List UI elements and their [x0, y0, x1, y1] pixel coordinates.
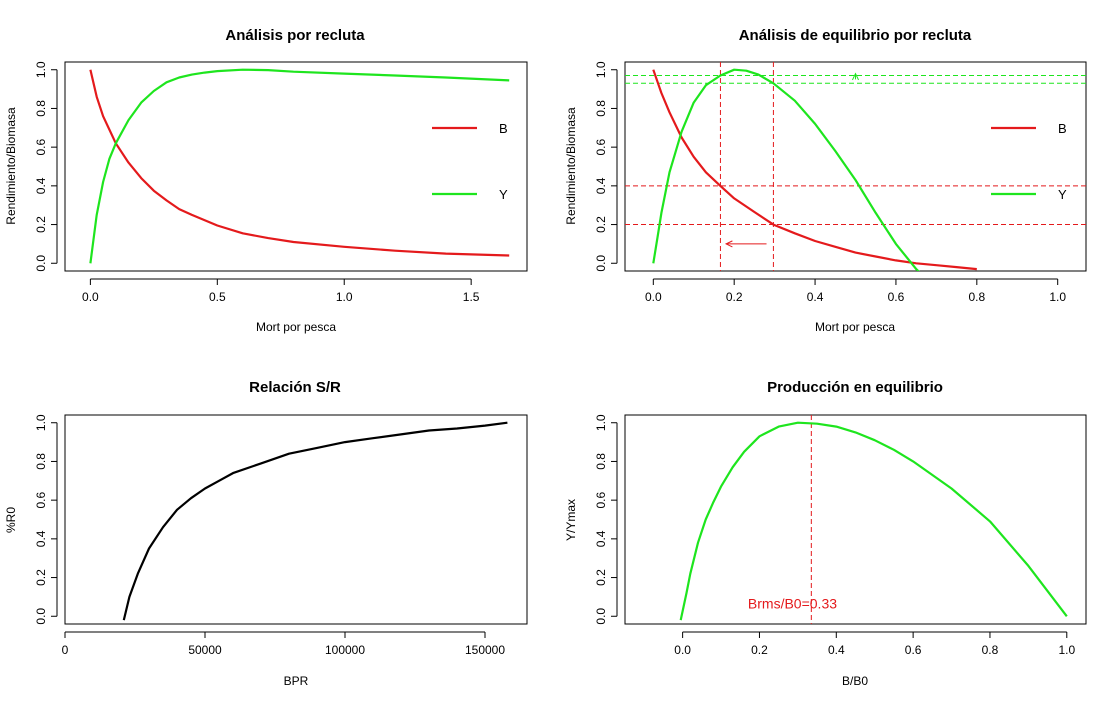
panel-0-series-line-y — [89, 68, 510, 264]
panel-1-x-tick-label: 0.6 — [888, 290, 905, 304]
panel-2-y-tick-label: 0.2 — [34, 569, 48, 586]
panel-3: Producción en equilibrio 0.0 0.2 0.4 0.6 0.8… — [564, 379, 1087, 688]
panel-1-x-tick-label: 0.8 — [968, 290, 985, 304]
panel-3-x-tick-label: 0.4 — [828, 643, 845, 657]
panel-0-y-tick-label: 1.0 — [34, 61, 48, 78]
panel-2-series — [122, 421, 508, 621]
panel-0-x-tick-label: 0.5 — [209, 290, 226, 304]
panel-1-series — [652, 68, 977, 271]
panel-0-x-tick-label: 1.5 — [463, 290, 480, 304]
panel-1-series-line-y — [652, 68, 920, 271]
panel-1-plot-frame — [624, 61, 1087, 272]
panel-1-ylabel: Rendimiento/Biomasa — [564, 107, 578, 225]
panel-0-legend: BY — [432, 121, 508, 202]
panel-0-ylabel: Rendimiento/Biomasa — [4, 107, 18, 225]
panel-1-series-line-b — [652, 69, 977, 271]
panel-3-series — [679, 421, 1068, 621]
panel-1-x-tick-label: 0.0 — [645, 290, 662, 304]
panel-0-y-tick-label: 0.4 — [34, 177, 48, 194]
panel-1-x-tick-label: 0.2 — [726, 290, 743, 304]
panel-1-title: Análisis de equilibrio por recluta — [739, 27, 972, 44]
panel-0-title: Análisis por recluta — [225, 27, 365, 44]
panel-3-series-line-0 — [679, 421, 1068, 621]
panel-2: Relación S/R 0 50000 100000 150000 0.0 0.2 0.4… — [4, 379, 528, 688]
panel-1-x-tick-label: 1.0 — [1049, 290, 1066, 304]
panel-0-legend-label-b: B — [499, 121, 508, 136]
panel-1-legend: BY — [991, 121, 1067, 202]
panel-2-x-tick-label: 150000 — [465, 643, 505, 657]
panel-0-legend-label-y: Y — [499, 187, 508, 202]
panel-1-x-tick-label: 0.4 — [807, 290, 824, 304]
panel-2-title: Relación S/R — [249, 379, 341, 396]
panel-1-y-tick-label: 0.8 — [594, 100, 608, 117]
panel-1-y-tick-label: 0.0 — [594, 255, 608, 272]
panel-0-x-tick-label: 0.0 — [82, 290, 99, 304]
panel-2-ylabel: %R0 — [4, 507, 18, 533]
panel-1-arrow-head — [852, 72, 859, 81]
panel-3-x-tick-label: 0.6 — [905, 643, 922, 657]
panel-3-y-tick-label: 0.8 — [594, 453, 608, 470]
panel-2-x-tick-label: 100000 — [325, 643, 365, 657]
panel-2-ticks: 0 50000 100000 150000 0.0 0.2 0.4 0.6 0.8 1.0 — [34, 414, 505, 657]
panel-3-x-tick-label: 0.0 — [674, 643, 691, 657]
panel-2-series-line-0 — [122, 421, 508, 621]
panel-1-xlabel: Mort por pesca — [815, 320, 895, 334]
panel-2-y-tick-label: 0.6 — [34, 491, 48, 508]
panel-2-y-tick-label: 0.8 — [34, 453, 48, 470]
panel-3-ticks: 0.0 0.2 0.4 0.6 0.8 1.0 0.0 0.2 0.4 0.6 0.8 1.0 — [594, 414, 1075, 657]
panel-0-y-tick-label: 0.8 — [34, 100, 48, 117]
panel-0: Análisis por recluta 0.0 0.5 1.0 1.50.00.20… — [4, 27, 528, 334]
panel-3-xlabel: B/B0 — [842, 674, 868, 688]
panel-1-arrow-head — [724, 240, 733, 248]
panel-2-y-tick-label: 1.0 — [34, 414, 48, 431]
panel-2-xlabel: BPR — [284, 674, 309, 688]
panel-3-plot-frame — [624, 414, 1087, 625]
panel-3-y-tick-label: 0.4 — [594, 530, 608, 547]
panel-2-y-tick-label: 0.0 — [34, 608, 48, 625]
panel-1-ticks: 0.0 0.2 0.4 0.6 0.8 1.0 0.0 0.2 0.4 0.6 0.8 1.0 — [594, 61, 1066, 304]
panel-3-x-tick-label: 0.8 — [982, 643, 999, 657]
panel-0-y-tick-label: 0.2 — [34, 216, 48, 233]
panel-3-x-tick-label: 1.0 — [1058, 643, 1075, 657]
panel-1-y-tick-label: 0.4 — [594, 177, 608, 194]
panel-1-y-tick-label: 1.0 — [594, 61, 608, 78]
panel-1: Análisis de equilibrio por recluta 0.0 0.… — [564, 27, 1087, 334]
panel-0-series — [89, 68, 510, 264]
panel-3-title: Producción en equilibrio — [767, 379, 943, 396]
panel-1-arrows — [724, 72, 859, 248]
panel-2-x-tick-label: 50000 — [188, 643, 222, 657]
panel-0-ticks: 0.0 0.5 1.0 1.5 0.0 0.2 0.4 0.6 0.8 1.0 — [34, 61, 480, 304]
panel-3-y-tick-label: 0.6 — [594, 491, 608, 508]
panel-0-y-tick-label: 0.0 — [34, 255, 48, 272]
panel-1-y-tick-label: 0.6 — [594, 138, 608, 155]
panel-3-y-tick-label: 1.0 — [594, 414, 608, 431]
panel-1-legend-label-b: B — [1058, 121, 1067, 136]
panel-0-series-line-b — [89, 69, 510, 257]
panel-2-plot-frame — [64, 414, 528, 625]
panel-1-y-tick-label: 0.2 — [594, 216, 608, 233]
panel-0-x-tick-label: 1.0 — [336, 290, 353, 304]
panel-3-x-tick-label: 0.2 — [751, 643, 768, 657]
panel-3-y-tick-label: 0.2 — [594, 569, 608, 586]
panel-1-reference-lines — [625, 62, 1086, 271]
panel-2-y-tick-label: 0.4 — [34, 530, 48, 547]
panel-2-x-tick-label: 0 — [62, 643, 69, 657]
panel-3-ylabel: Y/Ymax — [564, 499, 578, 541]
panel-0-y-tick-label: 0.6 — [34, 138, 48, 155]
panel-3-y-tick-label: 0.0 — [594, 608, 608, 625]
panel-0-plot-frame — [64, 61, 528, 272]
panel-1-legend-label-y: Y — [1058, 187, 1067, 202]
panel-3-annotation: Brms/B0=0.33 — [748, 596, 837, 612]
panel-0-xlabel: Mort por pesca — [256, 320, 336, 334]
